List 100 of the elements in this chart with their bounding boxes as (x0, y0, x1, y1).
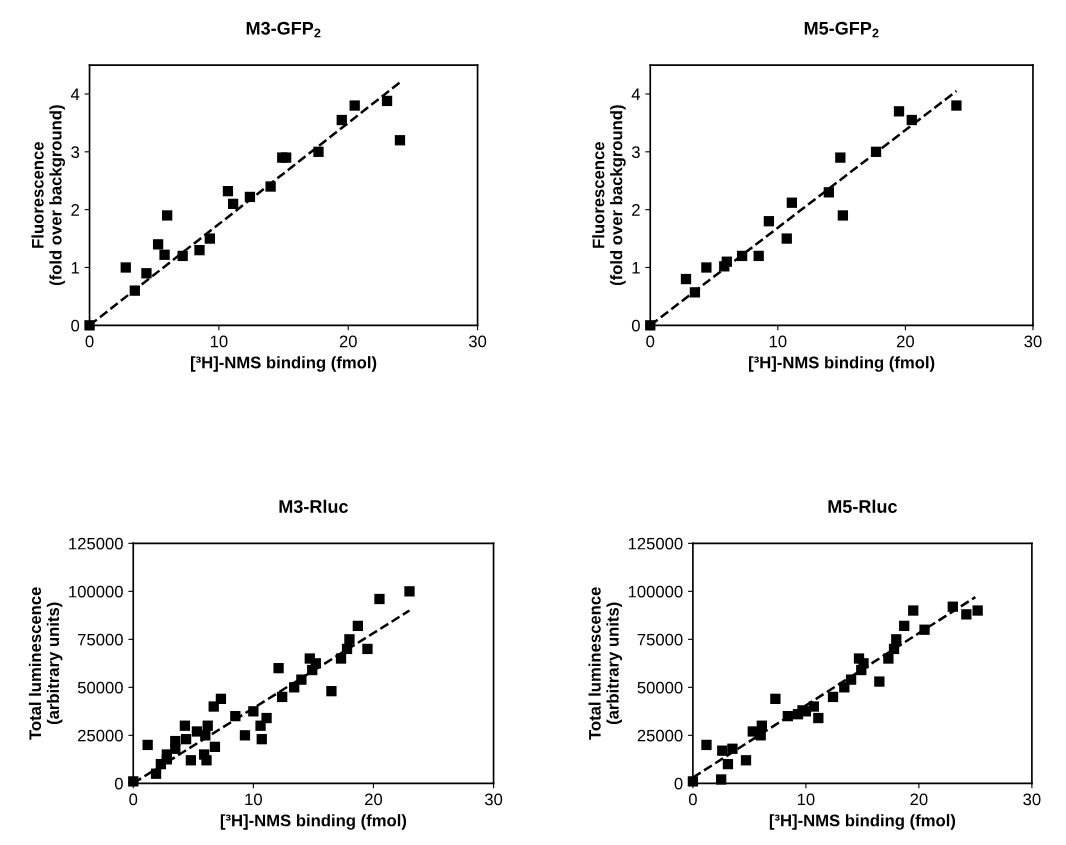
point (84, 320, 95, 331)
point (352, 620, 363, 632)
point (883, 653, 894, 664)
point (230, 710, 241, 722)
point (129, 285, 140, 296)
y-tick-label: 2 (71, 204, 79, 216)
x-tick-label: 30 (468, 335, 487, 348)
chart-title: M3-Rluc (279, 499, 348, 513)
point (888, 643, 900, 655)
x-tick-label: 30 (1024, 335, 1042, 348)
point (908, 605, 919, 616)
x-tick-label: 10 (210, 335, 228, 348)
point (335, 653, 347, 664)
y-tick-label: 125000 (69, 537, 123, 550)
point (919, 624, 930, 635)
point (722, 758, 734, 770)
point (179, 720, 191, 731)
x-tick-label: 10 (245, 793, 262, 806)
x-tick-label: 10 (797, 793, 815, 806)
point (721, 256, 732, 267)
point (961, 609, 972, 620)
point (701, 262, 712, 273)
point (770, 693, 781, 704)
point (845, 674, 857, 685)
point (273, 662, 284, 674)
point (128, 776, 139, 787)
point (326, 686, 337, 697)
x-tick-label: 10 (769, 335, 787, 348)
point (701, 739, 712, 751)
point (162, 210, 173, 221)
point (141, 268, 152, 279)
point (152, 239, 164, 250)
y-tick-label: 4 (70, 88, 80, 101)
y-axis-title: Total luminescence (arbitrary units) (588, 587, 623, 740)
y-tick-label: 3 (631, 146, 640, 159)
point (261, 712, 272, 724)
point (736, 250, 748, 262)
point (689, 287, 701, 298)
point (893, 106, 905, 117)
point (170, 743, 181, 754)
y-tick-label: 0 (631, 319, 640, 332)
x-axis-title: [³H]-NMS binding (fmol) (191, 356, 377, 372)
x-tick-label: 20 (896, 335, 915, 348)
point (180, 734, 192, 745)
point (277, 691, 288, 703)
point (823, 187, 834, 198)
x-tick-label: 0 (129, 793, 138, 806)
point (209, 741, 221, 752)
y-tick-label: 50000 (77, 681, 123, 694)
point (313, 146, 324, 157)
point (142, 739, 153, 751)
y-tick-label: 25000 (78, 729, 123, 742)
point (244, 191, 256, 203)
y-axis-title: Fluorescence (fold over background) (592, 105, 626, 286)
point (349, 100, 360, 111)
point (204, 233, 215, 244)
point (835, 152, 846, 163)
point (404, 586, 415, 597)
point (753, 250, 764, 262)
y-tick-label: 0 (674, 777, 683, 790)
y-axis-title: Total luminescence (arbitrary units) (28, 587, 63, 740)
point (296, 674, 307, 685)
y-tick-label: 100000 (69, 585, 123, 598)
chart-title: M3-GFP$_{2}$ (246, 21, 321, 38)
point (201, 755, 212, 766)
y-tick-label: 75000 (637, 633, 683, 646)
point (947, 601, 958, 612)
point (858, 658, 869, 669)
x-tick-label: 20 (910, 793, 928, 806)
point (341, 643, 353, 655)
point (394, 135, 406, 146)
y-tick-label: 50000 (637, 681, 683, 694)
y-tick-label: 0 (71, 319, 80, 332)
point (951, 100, 962, 111)
point (161, 754, 173, 765)
y-tick-label: 125000 (628, 537, 683, 550)
point (716, 774, 727, 785)
point (763, 216, 775, 227)
point (256, 734, 267, 745)
point (827, 691, 839, 703)
y-tick-label: 75000 (78, 633, 123, 646)
point (381, 95, 393, 107)
point (362, 643, 373, 655)
point (899, 620, 910, 632)
point (813, 712, 824, 724)
point (194, 244, 205, 256)
point (185, 755, 197, 766)
point (374, 593, 385, 605)
x-tick-label: 20 (365, 793, 383, 806)
point (208, 701, 219, 712)
point (727, 743, 738, 754)
point (265, 181, 276, 192)
y-tick-label: 1 (71, 262, 80, 274)
point (150, 768, 162, 779)
x-axis-title: [³H]-NMS binding (fmol) (749, 356, 935, 372)
point (906, 114, 917, 126)
point (874, 676, 885, 687)
y-tick-label: 2 (632, 204, 640, 216)
x-tick-label: 30 (1023, 793, 1041, 806)
point (645, 320, 656, 331)
